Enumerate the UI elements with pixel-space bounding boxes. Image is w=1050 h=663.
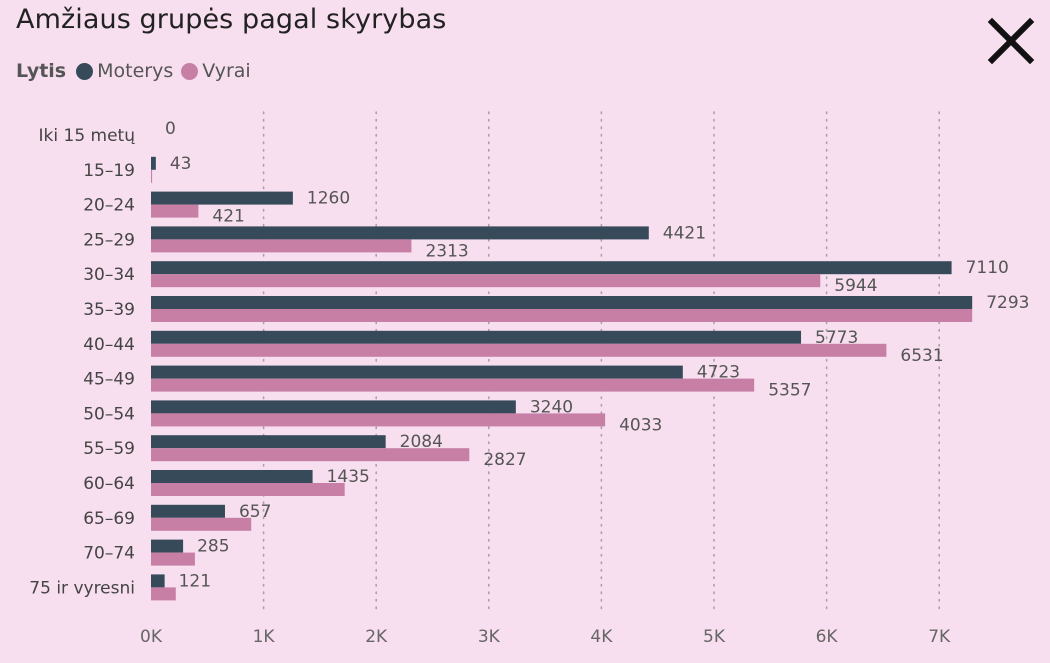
bar-moterys[interactable]: [151, 226, 649, 240]
data-label-vyrai: 2313: [425, 241, 468, 261]
bar-moterys[interactable]: [151, 574, 165, 588]
category-label: 60–64: [83, 474, 135, 494]
bar-vyrai[interactable]: [151, 378, 755, 392]
category-label: 25–29: [83, 230, 135, 250]
bar-vyrai[interactable]: [151, 413, 606, 427]
x-tick-label: 3K: [478, 627, 501, 647]
category-label: 50–54: [83, 404, 135, 424]
bar-moterys[interactable]: [151, 504, 225, 518]
close-button[interactable]: [986, 16, 1036, 66]
category-label: 65–69: [83, 509, 135, 529]
data-label-vyrai: 4033: [619, 415, 662, 435]
category-label: 30–34: [83, 265, 135, 285]
legend: Lytis Moterys Vyrai: [16, 58, 259, 84]
data-label-moterys: 1260: [307, 189, 350, 209]
data-label-moterys: 5773: [815, 328, 858, 348]
bar-vyrai[interactable]: [151, 587, 176, 601]
x-tick-label: 5K: [703, 627, 726, 647]
bar-vyrai[interactable]: [151, 169, 153, 183]
bar-vyrai[interactable]: [151, 239, 412, 253]
category-label: 40–44: [83, 335, 135, 355]
bar-moterys[interactable]: [151, 156, 156, 170]
category-label: 45–49: [83, 370, 135, 390]
bar-moterys[interactable]: [151, 330, 802, 344]
bar-moterys[interactable]: [151, 365, 683, 379]
data-label-moterys: 1435: [327, 467, 370, 487]
x-tick-label: 6K: [816, 627, 839, 647]
category-label: 55–59: [83, 439, 135, 459]
bar-moterys[interactable]: [151, 296, 973, 309]
close-icon: [987, 17, 1035, 65]
data-label-vyrai: 5944: [834, 276, 877, 296]
data-label-vyrai: 421: [212, 207, 244, 227]
category-label: 20–24: [83, 196, 135, 216]
data-label-moterys: 4723: [697, 363, 740, 383]
x-tick-label: 7K: [928, 627, 951, 647]
category-label: 35–39: [83, 300, 135, 320]
bar-moterys[interactable]: [151, 470, 313, 483]
bar-moterys[interactable]: [151, 261, 952, 275]
chart-title: Amžiaus grupės pagal skyrybas: [16, 4, 447, 35]
bar-moterys[interactable]: [151, 191, 293, 205]
category-label: Iki 15 metų: [39, 126, 136, 146]
data-label-moterys: 7110: [966, 258, 1009, 278]
data-label-moterys: 43: [170, 154, 192, 174]
legend-dot-vyrai: [181, 62, 199, 80]
legend-label-vyrai: Vyrai: [202, 60, 251, 82]
data-label-moterys: 2084: [400, 432, 443, 452]
legend-dot-moterys: [76, 62, 94, 80]
legend-title: Lytis: [16, 60, 67, 82]
bar-moterys[interactable]: [151, 435, 386, 449]
bar-moterys[interactable]: [151, 400, 516, 414]
bar-vyrai[interactable]: [151, 552, 195, 566]
legend-item-moterys[interactable]: Moterys: [76, 60, 173, 82]
category-label: 15–19: [83, 161, 135, 181]
legend-item-vyrai[interactable]: Vyrai: [181, 60, 251, 82]
data-label-moterys: 285: [197, 537, 229, 557]
bar-moterys[interactable]: [151, 539, 184, 553]
bar-vyrai[interactable]: [151, 204, 199, 218]
data-label-vyrai: 6531: [900, 346, 943, 366]
x-tick-label: 4K: [590, 627, 613, 647]
bar-vyrai[interactable]: [151, 448, 470, 462]
bar-vyrai[interactable]: [151, 274, 821, 288]
bar-vyrai[interactable]: [151, 483, 345, 496]
data-label-moterys: 3240: [530, 397, 573, 417]
data-label-moterys: 0: [165, 119, 176, 139]
bar-vyrai[interactable]: [151, 309, 973, 322]
data-label-vyrai: 2827: [483, 450, 526, 470]
legend-label-moterys: Moterys: [97, 60, 174, 82]
x-tick-label: 0K: [140, 627, 163, 647]
x-tick-label: 2K: [365, 627, 388, 647]
bar-vyrai[interactable]: [151, 343, 887, 357]
category-label: 75 ir vyresni: [29, 578, 135, 598]
data-label-moterys: 7293: [986, 293, 1029, 313]
data-label-moterys: 121: [179, 571, 211, 591]
x-tick-label: 1K: [253, 627, 276, 647]
data-label-moterys: 657: [239, 502, 271, 522]
data-label-moterys: 4421: [663, 223, 706, 243]
bar-vyrai[interactable]: [151, 517, 252, 531]
data-label-vyrai: 5357: [768, 381, 811, 401]
category-label: 70–74: [83, 544, 135, 564]
